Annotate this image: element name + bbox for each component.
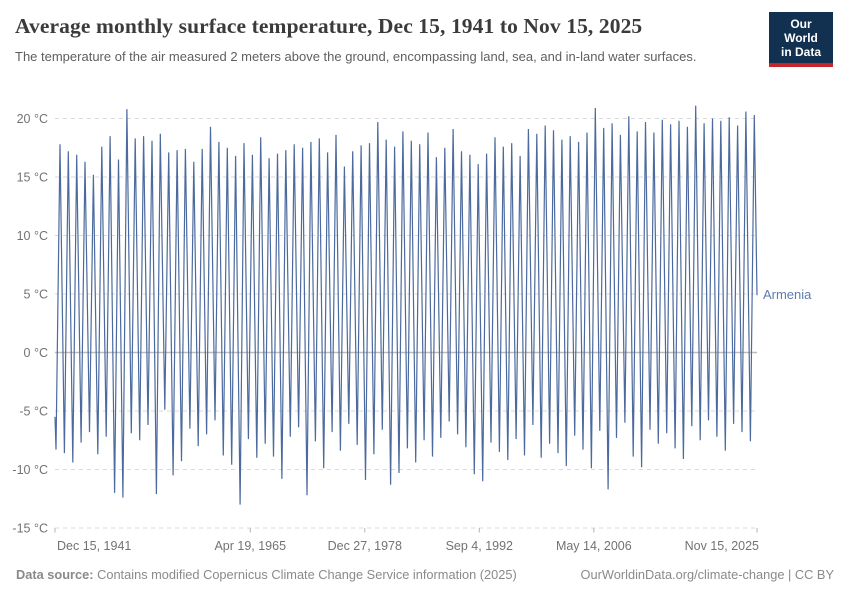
y-axis-tick-label: 10 °C (17, 229, 48, 243)
x-axis-tick-label: Apr 19, 1965 (214, 539, 286, 553)
y-axis-tick-label: 15 °C (17, 171, 48, 185)
x-axis-tick-label: Dec 27, 1978 (328, 539, 402, 553)
y-axis-tick-label: 20 °C (17, 112, 48, 126)
y-axis-tick-label: 0 °C (24, 346, 48, 360)
data-source-label: Data source: (16, 567, 94, 582)
owid-credit-link[interactable]: OurWorldinData.org/climate-change | CC B… (580, 567, 834, 582)
x-axis-tick-label: Nov 15, 2025 (685, 539, 759, 553)
chart-footer: Data source: Contains modified Copernicu… (0, 567, 850, 582)
entity-label-armenia[interactable]: Armenia (763, 287, 812, 302)
data-source-text: Contains modified Copernicus Climate Cha… (93, 567, 517, 582)
owid-logo-line2: in Data (780, 45, 821, 60)
page-title: Average monthly surface temperature, Dec… (15, 14, 643, 38)
series-line-armenia[interactable] (54, 105, 758, 505)
y-axis-tick-label: 5 °C (24, 288, 48, 302)
x-axis-tick-label: Sep 4, 1992 (446, 539, 513, 553)
owid-logo-line1: Our World (784, 17, 818, 46)
data-source-note: Data source: Contains modified Copernicu… (16, 567, 517, 582)
y-axis-tick-label: -5 °C (19, 405, 48, 419)
x-axis-tick-label: May 14, 2006 (556, 539, 632, 553)
y-axis-tick-label: -10 °C (12, 463, 48, 477)
x-axis-tick-label: Dec 15, 1941 (57, 539, 131, 553)
temperature-line-chart: 20 °C 15 °C 10 °C 5 °C 0 °C -5 °C -10 °C -15 °C… (12, 105, 812, 553)
y-axis-tick-label: -15 °C (12, 522, 48, 536)
owid-logo[interactable]: Our World in Data (769, 12, 833, 68)
chart-subtitle: The temperature of the air measured 2 me… (15, 49, 697, 64)
